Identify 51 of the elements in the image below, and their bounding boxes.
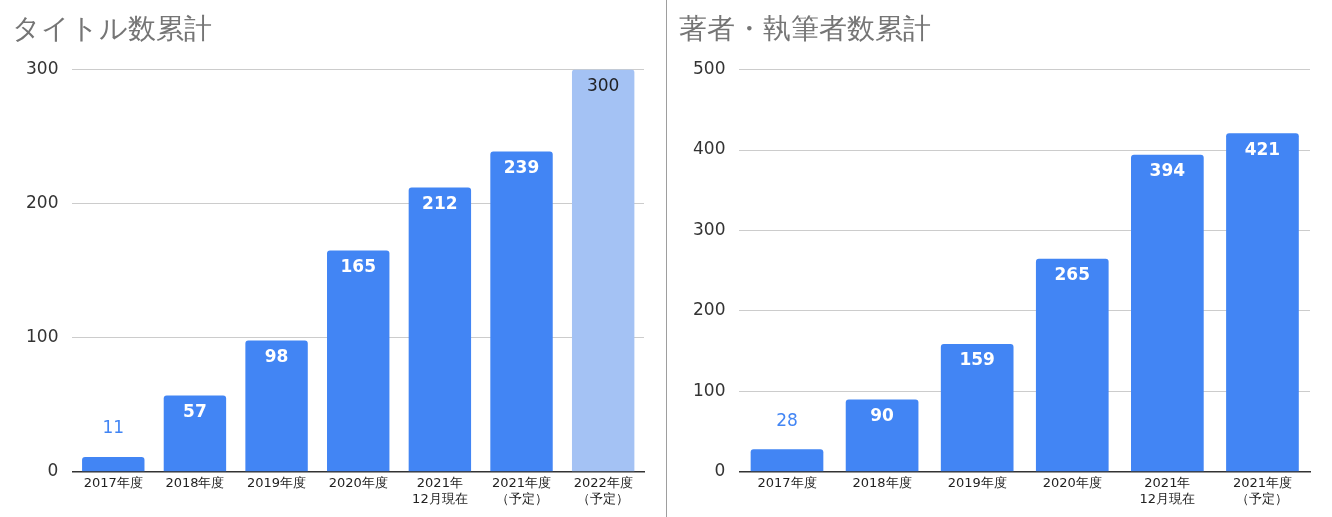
bar — [750, 449, 824, 472]
bar — [245, 340, 308, 472]
x-tick-label: 2018年度 — [165, 474, 225, 490]
x-tick-label: 2017年度 — [757, 474, 817, 490]
y-tick-label: 100 — [692, 379, 726, 400]
chart-title: 著者・執筆者数累計 — [679, 12, 931, 46]
data-label: 28 — [776, 409, 798, 430]
x-tick-label: 2020年度 — [328, 474, 388, 490]
data-label: 57 — [183, 400, 207, 421]
data-label: 265 — [1054, 264, 1091, 285]
data-label: 300 — [586, 75, 620, 96]
y-tick-label: 200 — [692, 299, 726, 320]
y-tick-label: 500 — [692, 58, 726, 79]
x-tick-label: 2021年 12月現在 — [1139, 474, 1196, 506]
data-label: 212 — [422, 193, 458, 213]
x-tick-label: 2020年度 — [1042, 474, 1102, 490]
y-tick-label: 200 — [25, 192, 59, 213]
bar — [408, 187, 472, 472]
data-label: 394 — [1149, 160, 1186, 181]
bar — [940, 343, 1014, 472]
y-tick-label: 0 — [47, 460, 59, 481]
bar — [327, 250, 390, 472]
y-tick-label: 100 — [25, 326, 59, 347]
data-label: 239 — [503, 156, 540, 177]
x-tick-label: 2019年度 — [947, 474, 1007, 490]
x-tick-label: 2021年度（予定） — [1232, 474, 1292, 506]
x-tick-label: 2021年 12月現在 — [412, 474, 468, 506]
data-label: 421 — [1244, 138, 1281, 159]
data-label: 159 — [959, 349, 995, 370]
data-label: 90 — [870, 404, 895, 425]
x-tick-label: 2019年度 — [247, 474, 307, 490]
x-tick-label: 2017年度 — [83, 474, 143, 490]
bar — [1131, 154, 1204, 472]
x-tick-label: 2021年度（予定） — [491, 474, 552, 506]
bar — [1035, 258, 1109, 472]
y-tick-label: 400 — [692, 138, 726, 159]
data-label: 98 — [264, 345, 289, 366]
x-tick-label: 2018年度 — [852, 474, 912, 490]
data-label: 165 — [340, 256, 376, 277]
bar — [571, 69, 635, 472]
y-tick-label: 300 — [692, 218, 726, 239]
data-label: 11 — [102, 417, 125, 438]
bar — [82, 457, 145, 472]
bar — [490, 151, 553, 472]
x-tick-label: 2022年度（予定） — [573, 474, 633, 506]
y-tick-label: 300 — [25, 58, 59, 79]
y-tick-label: 0 — [714, 460, 726, 481]
bar — [1226, 133, 1299, 472]
bar — [163, 395, 227, 472]
bar — [845, 399, 919, 472]
chart-title: タイトル数累計 — [12, 12, 212, 46]
